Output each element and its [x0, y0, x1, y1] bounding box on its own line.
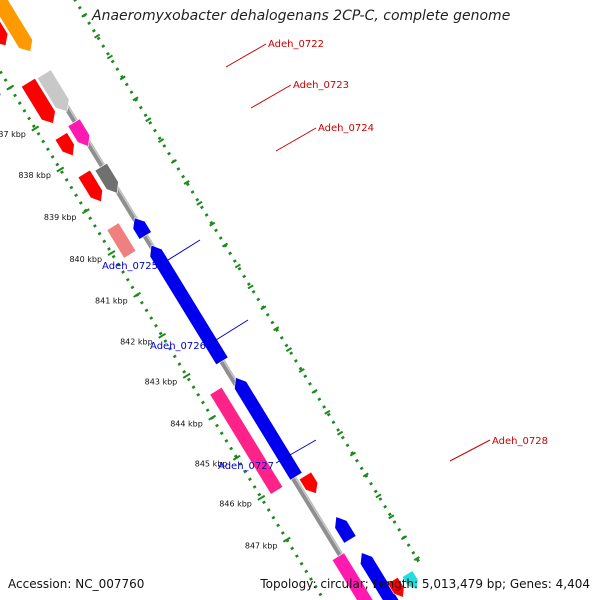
tick-label: 846 kbp [219, 500, 252, 509]
outer-track-tick [298, 368, 305, 373]
tick-label: 841 kbp [95, 297, 128, 306]
outer-track-tick [183, 179, 190, 185]
gene-blue-b [149, 244, 229, 366]
gene-red-a [0, 20, 9, 47]
tick-mark [31, 125, 40, 132]
gene-orange [0, 0, 33, 53]
gene-label: Adeh_0725 [102, 261, 158, 272]
outer-track-tick [145, 117, 152, 123]
outer-track-tick [311, 388, 318, 394]
tick-label: 838 kbp [18, 171, 51, 180]
tick-label: 836 kbp [0, 89, 1, 98]
outer-track-tick [106, 54, 114, 60]
outer-track-tick [388, 514, 395, 520]
outer-track-tick [247, 284, 254, 290]
outer-track-tick [349, 451, 356, 457]
outer-track-tick [132, 96, 139, 102]
gene-magenta-b [331, 552, 374, 600]
gene-darkgray [94, 162, 119, 194]
gene-label: Adeh_0727 [218, 461, 274, 472]
map-title: Anaeromyxobacter dehalogenans 2CP-C, com… [92, 8, 511, 24]
gene-red-f [387, 576, 405, 598]
tick-label: 845 kbp [195, 459, 228, 468]
gene-red-d [77, 169, 103, 203]
outer-track-tick [400, 535, 408, 541]
outer-track-tick [221, 242, 229, 248]
outer-track-tick [94, 33, 101, 39]
tick-mark [257, 494, 266, 501]
gene-cyan [401, 570, 419, 590]
tick-mark [182, 372, 191, 379]
tick-mark [208, 414, 217, 421]
tick-label: 839 kbp [44, 213, 77, 222]
gene-pink [209, 386, 284, 495]
outer-track-tick [273, 326, 280, 332]
outer-track-tick [196, 200, 203, 206]
label-leader-line [159, 239, 201, 266]
tick-mark [158, 332, 167, 339]
outer-track-tick [234, 263, 241, 269]
tick-mark [282, 536, 291, 543]
outer-track-tick [170, 159, 177, 164]
tick-mark [232, 454, 241, 461]
gene-blue-c [234, 377, 303, 481]
tick-label: 840 kbp [69, 255, 102, 264]
outer-track-tick [337, 430, 344, 436]
gene-label: Adeh_0728 [492, 436, 548, 447]
topology-summary: Topology: circular; Length: 5,013,479 bp… [260, 577, 590, 591]
label-leader-line [250, 84, 292, 109]
accession-text: Accession: NC_007760 [8, 577, 145, 591]
gene-label: Adeh_0723 [293, 80, 349, 91]
gene-red-b [20, 77, 56, 124]
tick-label: 843 kbp [145, 378, 178, 387]
gene-blue-d [334, 516, 357, 544]
inner-dotted-track [0, 68, 326, 600]
outer-track-tick [119, 75, 126, 81]
gene-salmon [106, 222, 137, 259]
tick-mark [6, 84, 15, 91]
tick-mark [107, 250, 116, 256]
label-leader-line [275, 127, 317, 152]
tick-label: 842 kbp [120, 338, 153, 347]
outer-track-tick [285, 347, 293, 353]
gene-gray [36, 69, 70, 112]
label-leader-line [225, 43, 267, 68]
outer-track-tick [362, 472, 369, 478]
tick-label: 844 kbp [170, 419, 203, 428]
label-leader-line [207, 319, 249, 346]
outer-track-tick [413, 556, 420, 561]
gene-label: Adeh_0722 [268, 39, 324, 50]
label-leader-line [449, 439, 491, 462]
gene-label: Adeh_0726 [150, 341, 206, 352]
tick-mark [81, 208, 90, 215]
outer-dotted-track [73, 0, 422, 565]
gene-red-c [54, 132, 75, 157]
outer-track-tick [81, 12, 88, 18]
outer-track-tick [209, 221, 216, 227]
outer-track-tick [260, 305, 267, 311]
gene-label: Adeh_0724 [318, 123, 374, 134]
outer-track-tick [375, 493, 382, 499]
tick-label: 847 kbp [245, 541, 278, 550]
outer-track-tick [324, 409, 331, 415]
gene-red-e [298, 471, 319, 494]
tick-mark [133, 291, 141, 298]
label-leader-line [275, 439, 317, 464]
gene-magenta [67, 118, 90, 147]
gene-blue-a [132, 217, 152, 240]
tick-mark [56, 166, 65, 173]
gene-blue-e [359, 552, 400, 600]
tick-label: 837 kbp [0, 130, 26, 139]
outer-track-tick [157, 138, 165, 144]
